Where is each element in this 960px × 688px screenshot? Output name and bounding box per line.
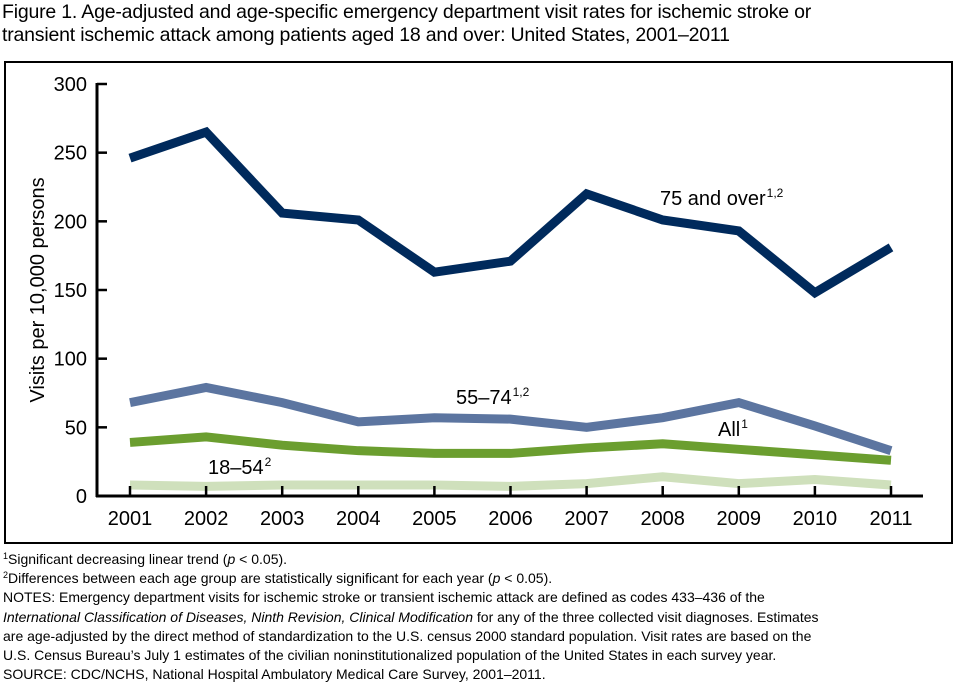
- notes-line-2: International Classification of Diseases…: [3, 608, 819, 625]
- axes: 0 50 100 150 200 250 300 2001 2002 2003 2004 2005 20…: [54, 74, 923, 530]
- y-tick-label: 200: [54, 211, 87, 233]
- series-labels: 75 and over1,2 55–741,2 All1 18–542: [208, 186, 784, 479]
- footnote-2: 2Differences between each age group are …: [3, 570, 553, 587]
- source-line: SOURCE: CDC/NCHS, National Hospital Ambu…: [3, 666, 546, 683]
- figure-title-line-2: transient ischemic attack among patients…: [2, 24, 730, 46]
- footnote-1-marker: 1: [3, 551, 9, 561]
- x-tick-label: 2006: [488, 508, 533, 530]
- series-label-all: All1: [718, 417, 748, 441]
- x-tick-label: 2005: [412, 508, 457, 530]
- figure-title: Figure 1. Age-adjusted and age-specific …: [2, 1, 952, 47]
- x-tick-label: 2007: [564, 508, 609, 530]
- y-tick-label: 250: [54, 143, 87, 165]
- footnote-2-marker: 2: [3, 570, 9, 581]
- y-tick-label: 100: [54, 349, 87, 371]
- figure-title-line-1: Figure 1. Age-adjusted and age-specific …: [2, 1, 812, 23]
- x-tick-label: 2001: [108, 508, 153, 530]
- footnote-1: 1Significant decreasing linear trend (p …: [3, 551, 288, 567]
- notes-line-3: are age-adjusted by the direct method of…: [3, 627, 812, 644]
- chart-frame: [4, 61, 953, 544]
- series-label-55-74: 55–741,2: [456, 385, 530, 409]
- series-line-75-and-over: [128, 126, 894, 299]
- notes-line-1: NOTES: Emergency department visits for i…: [3, 589, 765, 606]
- y-tick-label: 150: [54, 280, 87, 302]
- x-tick-label: 2003: [260, 508, 305, 530]
- y-tick-label: 0: [76, 486, 87, 508]
- x-tick-label: 2002: [184, 508, 229, 530]
- x-tick-label: 2008: [640, 508, 685, 530]
- x-tick-label: 2010: [793, 508, 838, 530]
- series-label-18-54: 18–542: [208, 455, 272, 479]
- x-tick-label: 2009: [717, 508, 762, 530]
- x-tick-label: 2011: [869, 508, 912, 530]
- y-axis-label: Visits per 10,000 persons: [27, 177, 49, 402]
- series-label-75-and-over: 75 and over1,2: [660, 186, 784, 210]
- y-tick-label: 300: [54, 74, 87, 96]
- footnotes: 1Significant decreasing linear trend (p …: [3, 550, 958, 684]
- notes-line-4: U.S. Census Bureau’s July 1 estimates of…: [3, 647, 777, 664]
- y-tick-label: 50: [65, 417, 87, 439]
- x-tick-label: 2004: [336, 508, 381, 530]
